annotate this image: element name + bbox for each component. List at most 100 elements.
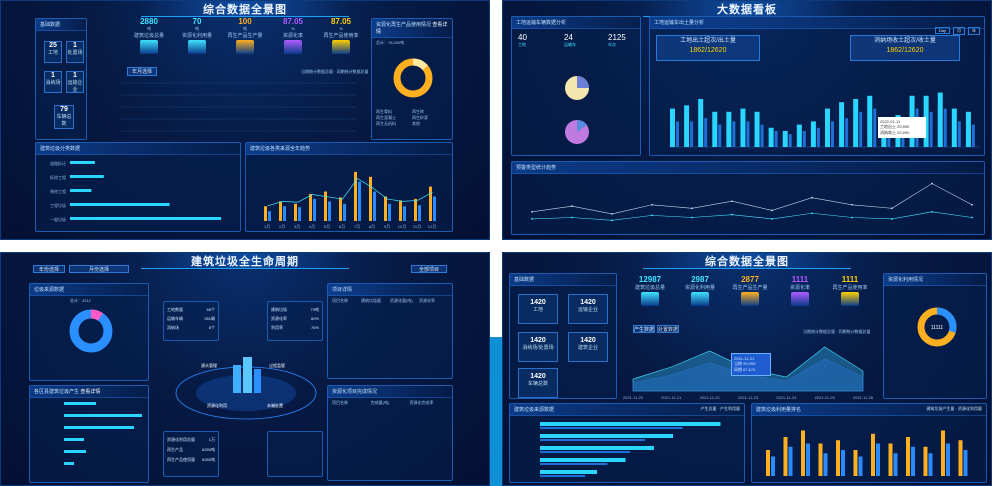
- kpi-icon: [741, 292, 759, 306]
- bar-site-output: [839, 102, 845, 147]
- trend-line: [267, 178, 433, 207]
- detail-button[interactable]: 查看详情: [80, 389, 101, 395]
- source-legend: 产生总量 · 产生利用量: [700, 406, 740, 411]
- bigdata-board-panel: 大数据看板 工地运输车辆数据分析 40 工地 24 运输车 2125 车次 工地运输车…: [502, 0, 992, 240]
- tile-landfill[interactable]: 1 消纳场: [44, 71, 62, 93]
- date-label: 2021-11-21: [661, 395, 682, 400]
- source-bar-secondary: [540, 439, 645, 441]
- month-label: 11月: [413, 224, 421, 229]
- node-disposal[interactable]: 末端处置: [267, 403, 283, 408]
- node-source[interactable]: 源头管理: [201, 363, 217, 368]
- page-title: 综合数据全景图: [705, 256, 789, 268]
- kpi-item: 2877 再生产品生产量: [727, 275, 773, 307]
- kpi-unit: 吨: [147, 26, 151, 31]
- kpi-value: 2987: [691, 275, 709, 284]
- project-select[interactable]: 全部项目: [411, 265, 447, 273]
- tab-dispose[interactable]: 处置数据: [657, 325, 679, 333]
- warning-trend-box: 预警类型统计趋势: [511, 161, 985, 235]
- page-title: 大数据看板: [717, 4, 777, 16]
- bar-landfill-receive: [957, 121, 961, 147]
- bar-site-output: [810, 121, 816, 147]
- period-tab[interactable]: 年: [968, 27, 980, 35]
- ranking-bar-generate: [836, 440, 840, 476]
- data-tile[interactable]: 1420 消纳场/处置场: [518, 332, 558, 362]
- trend-bar-generate: [399, 200, 402, 221]
- trend-combo-chart: 1月 2月 3月 4月 5月 6月 7月 8月 9月 10月 11月 12月: [264, 171, 436, 229]
- trend-bar-reuse: [373, 191, 376, 221]
- data-tile[interactable]: 1420 运输企业: [568, 294, 608, 324]
- tile-vehicles[interactable]: 79 车辆总数: [54, 105, 74, 129]
- kpi-item: 87.05% 资源化率: [271, 17, 315, 55]
- data-tile[interactable]: 1420 建筑企业: [568, 332, 608, 362]
- ranking-bar-reuse: [893, 453, 898, 476]
- stat-row: 资源化率 80%: [271, 316, 319, 321]
- bar-landfill-receive: [845, 118, 849, 147]
- category-label: 装修工程: [50, 188, 66, 194]
- date-select[interactable]: 年月选择: [127, 67, 157, 76]
- kpi-value: 1111: [841, 275, 859, 284]
- source-data-box: 建筑垃圾来源数据 产生总量 · 产生利用量: [509, 403, 745, 483]
- category-bar: [70, 175, 104, 178]
- bar-landfill-receive: [774, 131, 778, 147]
- category-header: 建筑垃圾分类数据: [36, 143, 240, 155]
- trend-bar-reuse: [403, 206, 406, 221]
- month-label: 12月: [428, 224, 436, 229]
- ranking-bar-reuse: [806, 443, 810, 476]
- date-label: 2021-11-24: [776, 395, 797, 400]
- tile-disposal[interactable]: 1 处置场: [66, 41, 84, 63]
- kpi-icon: [791, 292, 809, 306]
- ranking-bar-chart: [766, 430, 968, 476]
- kpi-item: 12987 建筑垃圾总量: [627, 275, 673, 307]
- trend-bar-reuse: [313, 198, 316, 221]
- node-reuse[interactable]: 资源化利用: [207, 403, 227, 408]
- bar-site-output: [670, 108, 675, 147]
- trend-bar-reuse: [298, 207, 301, 221]
- detail-button[interactable]: 查看详情: [376, 22, 448, 35]
- kpi-value: 70: [192, 17, 202, 26]
- source-data-header: 垃圾来源数据: [30, 284, 148, 296]
- basic-data-box: 基础数据 1420 工地 1420 运输企业 1420 消纳场/处置场 1420 建筑企业 14…: [509, 273, 617, 399]
- period-tab[interactable]: 月: [953, 27, 965, 35]
- category-box: 建筑垃圾分类数据 道路拆迁 拆除工程 装修工程 工程垃圾 一般垃圾: [35, 142, 241, 232]
- year-select[interactable]: 年份选择: [33, 265, 65, 273]
- kpi-label: 建筑垃圾总量: [133, 33, 164, 39]
- node-process[interactable]: 过程监管: [269, 363, 285, 368]
- dashboard-overview-panel: 综合数据全景图 基础数据 25 工地 1 处置场 1 消纳场 1 运输企业 79 车辆总数…: [0, 0, 490, 240]
- bar-site-output: [684, 105, 690, 147]
- ranking-bar-generate: [853, 450, 858, 476]
- trend-bar-reuse: [283, 206, 286, 221]
- kpi-item: 100 吨再生产品生产量: [223, 17, 267, 55]
- kpi-value: 87.05: [282, 17, 304, 26]
- trend-bar-reuse: [433, 196, 436, 221]
- column-header: 资源化量(吨): [390, 298, 413, 303]
- ranking-header: 建筑垃圾利用量排名 建筑垃圾产生量 · 资源化利用量: [752, 404, 986, 416]
- tile-label: 运输企业: [577, 307, 598, 313]
- month-label: 9月: [384, 224, 390, 229]
- table-header: 项目名称 建筑垃圾量 资源化量(吨) 资源化率: [328, 296, 452, 306]
- kpi-value: 12987: [638, 275, 662, 284]
- site-output-card[interactable]: 工地出土超次/出土量 1862/12620: [656, 35, 760, 61]
- center-stats-left: 工地数量 68个 运输车辆 281辆 消纳场 8个: [163, 301, 219, 341]
- data-tile[interactable]: 1420 车辆总数: [518, 368, 558, 398]
- tab-generate[interactable]: 产生数据: [633, 325, 655, 333]
- bar-site-output: [782, 131, 788, 147]
- source-bar-secondary: [540, 463, 608, 465]
- trend-bar-generate: [414, 198, 417, 221]
- ranking-bar-reuse: [928, 453, 933, 476]
- month-select[interactable]: 月份选择: [69, 265, 129, 273]
- landfill-receive-card[interactable]: 消纳场收土超次/收土量 1862/12620: [850, 35, 960, 61]
- ranking-bar-reuse: [858, 456, 863, 476]
- tile-label: 建筑企业: [577, 345, 598, 351]
- data-tile[interactable]: 1420 工地: [518, 294, 558, 324]
- tile-construction[interactable]: 25 工地: [44, 41, 62, 63]
- tile-transport[interactable]: 1 运输企业: [66, 71, 84, 93]
- trend-bar-generate: [339, 197, 342, 221]
- period-tab[interactable]: Day: [934, 27, 950, 34]
- bar-landfill-receive: [704, 118, 708, 147]
- project-detail-header: 项目详情: [328, 284, 452, 296]
- column-header: 项目名称: [332, 400, 348, 405]
- bar-landfill-receive: [788, 134, 792, 147]
- top-line-chart: [121, 82, 356, 132]
- title-bar: [141, 1, 349, 17]
- bar-landfill-receive: [732, 121, 736, 147]
